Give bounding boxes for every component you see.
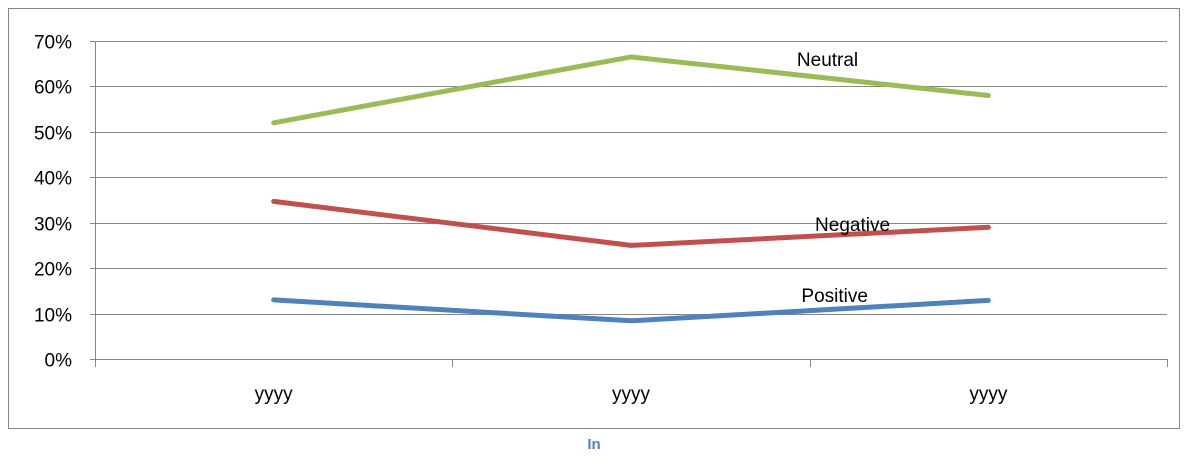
series-lines <box>271 54 991 324</box>
series-labels: Neutral Negative Positive <box>797 50 890 307</box>
series-line-negative <box>271 198 991 248</box>
chart-frame: 0% 10% 20% 30% 40% 50% 60% 70% yyyy yyyy yyyy Neut… <box>8 8 1180 429</box>
chart-border <box>8 8 1180 429</box>
y-tick-label: 20% <box>34 260 72 281</box>
series-label-neutral: Neutral <box>797 50 858 71</box>
x-tick-label: yyyy <box>255 384 294 405</box>
y-tick-label: 0% <box>45 351 73 372</box>
gridlines <box>95 41 1167 315</box>
y-tick-label: 30% <box>34 215 72 236</box>
y-tick-label: 70% <box>34 33 72 54</box>
series-label-negative: Negative <box>815 215 890 236</box>
tick-labels: 0% 10% 20% 30% 40% 50% 60% 70% yyyy yyyy yyyy <box>34 33 1008 406</box>
y-tick-label: 60% <box>34 78 72 99</box>
series-label-positive: Positive <box>801 286 868 307</box>
series-line-positive <box>271 297 991 324</box>
y-tick-label: 40% <box>34 169 72 190</box>
x-tick-label: yyyy <box>612 384 651 405</box>
series-line-neutral <box>271 54 991 126</box>
caption: In <box>587 436 601 453</box>
y-tick-label: 50% <box>34 124 72 145</box>
x-tick-label: yyyy <box>969 384 1008 405</box>
y-tick-label: 10% <box>34 306 72 327</box>
axes <box>90 41 1168 367</box>
